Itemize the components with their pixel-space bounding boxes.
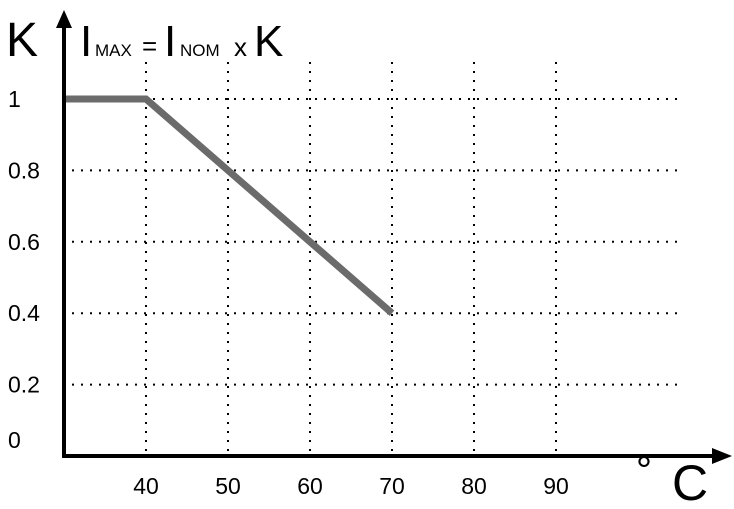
y-tick-label: 0.6 — [8, 229, 40, 255]
x-axis-arrow — [712, 448, 732, 464]
y-tick-label: 1 — [8, 86, 21, 112]
formula-equals: = — [142, 31, 157, 61]
formula-rhs-main: I — [164, 17, 176, 66]
x-tick-label: 70 — [379, 473, 405, 499]
x-tick-label: 60 — [297, 473, 323, 499]
label-layer: K I MAX = I NOM x K ° C — [6, 14, 708, 509]
y-tick-label: 0.2 — [8, 372, 40, 398]
series-line-0 — [64, 95, 395, 316]
x-axis-unit-letter: C — [672, 455, 708, 504]
y-axis-arrow — [56, 10, 72, 28]
x-tick-label: 50 — [215, 473, 241, 499]
tick-layer: 1 0.8 0.6 0.4 0.2 0 40 50 60 70 80 90 — [8, 86, 569, 499]
grid-layer — [72, 62, 684, 452]
axis-layer — [56, 10, 732, 464]
x-tick-label: 40 — [133, 473, 159, 499]
formula-factor: K — [254, 17, 283, 66]
series-layer — [64, 95, 395, 316]
x-tick-label: 80 — [461, 473, 487, 499]
y-axis-label: K — [6, 14, 38, 67]
formula-times: x — [234, 32, 247, 62]
formula-lhs-sub: MAX — [95, 41, 132, 60]
y-tick-label: 0 — [8, 427, 21, 453]
formula-rhs-sub: NOM — [180, 41, 220, 60]
x-axis-degree-symbol: ° — [636, 449, 652, 493]
x-tick-label: 90 — [543, 473, 569, 499]
y-tick-label: 0.4 — [8, 300, 40, 326]
formula-lhs-main: I — [80, 17, 92, 66]
formula-annotation: I MAX = I NOM x K — [80, 17, 283, 66]
y-tick-label: 0.8 — [8, 157, 40, 183]
